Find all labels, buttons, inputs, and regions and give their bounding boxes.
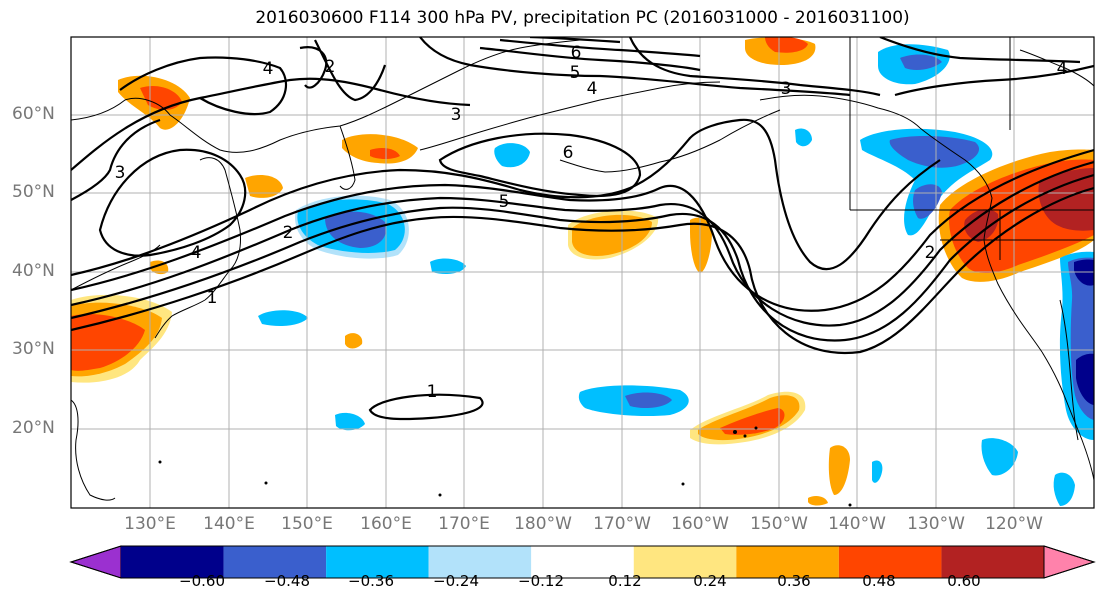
colorbar-extend-low bbox=[69, 545, 122, 579]
contour-labels: 1 2 3 4 5 6 1 2 3 4 5 6 4 3 2 4 bbox=[115, 43, 1068, 402]
lon-label: 160°E bbox=[360, 514, 412, 534]
lat-label: 60°N bbox=[12, 104, 55, 124]
colorbar-segment bbox=[326, 546, 429, 578]
lon-label: 130°W bbox=[907, 514, 965, 534]
contour-label: 4 bbox=[263, 59, 274, 79]
lat-label: 20°N bbox=[12, 418, 55, 438]
colorbar-segment bbox=[531, 546, 634, 578]
contour-label: 5 bbox=[570, 63, 581, 83]
colorbar-tick-label: 0.24 bbox=[693, 572, 727, 590]
contour-label: 3 bbox=[781, 79, 792, 99]
contour-label: 5 bbox=[499, 192, 510, 212]
colorbar-segment bbox=[941, 546, 1044, 578]
contour-label: 4 bbox=[1057, 59, 1068, 79]
contour-label: 1 bbox=[427, 382, 438, 402]
contour-label: 6 bbox=[563, 143, 574, 163]
contour-label: 2 bbox=[925, 243, 936, 263]
colorbar-extend-high bbox=[1043, 545, 1096, 579]
contour-label: 3 bbox=[115, 163, 126, 183]
map-panel: 1 2 3 4 5 6 1 2 3 4 5 6 4 3 2 4 bbox=[71, 37, 1094, 508]
colorbar-segment bbox=[121, 546, 224, 578]
figure-title: 2016030600 F114 300 hPa PV, precipitatio… bbox=[255, 8, 910, 28]
pv-contours bbox=[71, 37, 1094, 421]
contour-label: 2 bbox=[283, 223, 294, 243]
lon-label: 140°W bbox=[828, 514, 886, 534]
lon-label: 130°E bbox=[124, 514, 176, 534]
contour-label: 1 bbox=[207, 288, 218, 308]
colorbar-outline bbox=[69, 545, 1096, 579]
colorbar-segment bbox=[223, 546, 327, 578]
lon-label: 120°W bbox=[985, 514, 1043, 534]
colorbar-tick-label: −0.60 bbox=[179, 572, 225, 590]
colorbar bbox=[69, 545, 1096, 579]
colorbar-tick-label: −0.24 bbox=[433, 572, 479, 590]
contour-label: 4 bbox=[191, 243, 202, 263]
lon-label: 160°W bbox=[671, 514, 729, 534]
colorbar-tick-label: 0.12 bbox=[608, 572, 642, 590]
contour-label: 6 bbox=[571, 43, 582, 63]
map-frame bbox=[70, 36, 1095, 509]
colorbar-tick-label: 0.48 bbox=[862, 572, 896, 590]
lon-label: 170°E bbox=[438, 514, 490, 534]
contour-label: 3 bbox=[451, 105, 462, 125]
lat-label: 50°N bbox=[12, 182, 55, 202]
contour-label: 4 bbox=[587, 79, 598, 99]
lat-label: 30°N bbox=[12, 339, 55, 359]
lon-label: 140°E bbox=[203, 514, 255, 534]
lon-label: 170°W bbox=[593, 514, 651, 534]
colorbar-segment bbox=[736, 546, 839, 578]
colorbar-tick-label: 0.60 bbox=[947, 572, 981, 590]
island-dots bbox=[158, 426, 852, 507]
colorbar-tick-label: −0.12 bbox=[518, 572, 564, 590]
colorbar-tick-label: −0.48 bbox=[264, 572, 310, 590]
lon-label: 150°W bbox=[750, 514, 808, 534]
colorbar-segment bbox=[838, 546, 942, 578]
lon-label: 150°E bbox=[281, 514, 333, 534]
colorbar-segment bbox=[633, 546, 737, 578]
colorbar-tick-label: 0.36 bbox=[777, 572, 811, 590]
graticule bbox=[71, 37, 1094, 508]
lon-label: 180°W bbox=[514, 514, 572, 534]
colorbar-segment bbox=[428, 546, 532, 578]
lat-label: 40°N bbox=[12, 261, 55, 281]
colorbar-tick-label: −0.36 bbox=[348, 572, 394, 590]
contour-label: 2 bbox=[325, 57, 336, 77]
